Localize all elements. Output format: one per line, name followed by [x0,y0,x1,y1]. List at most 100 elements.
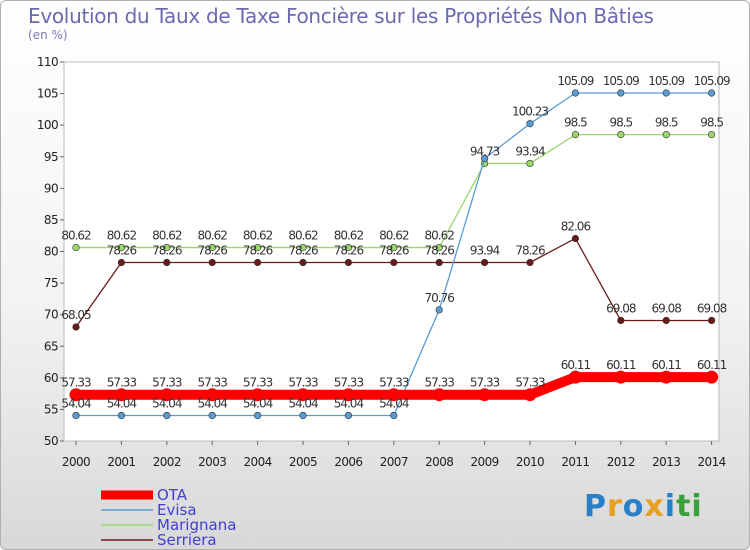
point-serriera [481,258,489,267]
data-label-evisa: 105.09 [603,74,639,88]
data-label-serriera: 78.26 [107,243,137,257]
data-label-evisa: 105.09 [557,74,593,88]
x-tick-label: 2003 [198,455,226,469]
point-marignana [707,131,716,139]
y-tick-label: 50 [44,434,58,448]
point-ota [251,388,265,402]
point-marignana [662,131,670,139]
data-label-serriera: 78.26 [198,243,228,257]
x-tick-label: 2002 [153,455,181,469]
point-evisa [163,411,171,420]
point-evisa [72,411,80,420]
x-tick-label: 2006 [334,455,362,469]
data-label-marignana: 98.5 [564,116,587,130]
point-marignana [299,243,307,252]
y-tick-label: 60 [44,371,58,385]
point-evisa [662,89,670,97]
logo-letter: P [584,489,607,524]
y-tick-label: 100 [37,118,58,132]
logo-letter: x [644,489,665,524]
point-marignana [344,243,353,252]
point-evisa [617,89,625,97]
point-marignana [208,243,216,252]
point-evisa [117,411,125,420]
point-ota [568,370,582,384]
point-marignana [526,159,534,168]
data-label-serriera: 69.08 [606,301,636,315]
data-label-evisa: 70.76 [425,291,455,305]
data-label-evisa: 54.04 [198,396,228,410]
data-label-ota: 60.11 [652,358,682,372]
legend-label-evisa: Evisa [157,501,197,519]
legend-label-serriera: Serriera [157,531,217,549]
point-serriera [707,316,716,325]
point-evisa [254,411,262,420]
data-label-evisa: 100.23 [512,105,548,119]
data-label-serriera: 68.05 [61,308,91,322]
point-ota [387,388,401,402]
data-label-evisa: 54.04 [152,396,182,410]
data-label-evisa: 105.09 [694,74,730,88]
data-label-marignana: 98.5 [655,116,678,130]
x-tick-label: 2007 [380,455,408,469]
data-label-evisa: 54.04 [379,396,409,410]
point-evisa [299,411,307,420]
x-tick-label: 2014 [698,455,726,469]
point-serriera [208,258,216,267]
point-evisa [707,89,716,97]
point-ota [523,388,537,402]
point-marignana [163,243,171,252]
point-evisa [208,411,216,420]
point-marignana [117,243,125,252]
point-ota [160,388,174,402]
data-label-serriera: 69.08 [652,301,682,315]
point-ota [205,388,219,402]
data-label-marignana: 80.62 [334,229,364,243]
data-label-marignana: 80.62 [107,229,137,243]
data-label-ota: 57.33 [288,376,318,390]
y-tick-label: 80 [44,245,58,259]
data-label-marignana: 80.62 [288,229,318,243]
logo-letter: r [607,489,623,524]
data-label-evisa: 54.04 [243,396,273,410]
data-label-marignana: 94.73 [470,144,500,158]
x-tick-label: 2001 [107,455,135,469]
data-label-ota: 57.33 [107,376,137,390]
data-label-marignana: 98.5 [700,116,723,130]
x-tick-label: 2005 [289,455,317,469]
point-ota [705,370,719,384]
point-serriera [299,258,307,267]
x-tick-label: 2011 [561,455,589,469]
point-evisa [390,411,398,420]
point-ota [69,388,83,402]
data-label-evisa: 54.04 [107,396,137,410]
point-marignana [254,243,262,252]
data-label-ota: 57.33 [198,376,228,390]
axes: 50 55 60 65 70 75 80 85 90 95 100 105 110 2000 2001 200… [37,55,726,469]
data-label-serriera: 78.26 [334,243,364,257]
data-label-ota: 57.33 [515,376,545,390]
data-label-marignana: 80.62 [243,229,273,243]
x-tick-label: 2013 [652,455,680,469]
point-marignana [390,243,398,252]
data-label-serriera: 93.94 [470,243,500,257]
point-serriera [390,258,398,267]
data-label-serriera: 78.26 [515,243,545,257]
point-ota [432,388,446,402]
y-tick-label: 55 [44,402,58,416]
data-label-ota: 57.33 [379,376,409,390]
point-ota [341,388,355,402]
point-marignana [435,243,443,252]
data-label-ota: 57.33 [470,376,500,390]
data-label-evisa: 54.04 [61,396,91,410]
logo-letter: i [691,489,703,524]
point-ota [296,388,310,402]
series-lines [69,89,719,420]
x-tick-label: 2008 [425,455,453,469]
point-serriera [163,258,171,267]
data-label-marignana: 93.94 [515,144,545,158]
point-marignana [72,243,80,252]
data-label-serriera: 78.26 [379,243,409,257]
point-ota [659,370,673,384]
x-tick-label: 2010 [516,455,544,469]
